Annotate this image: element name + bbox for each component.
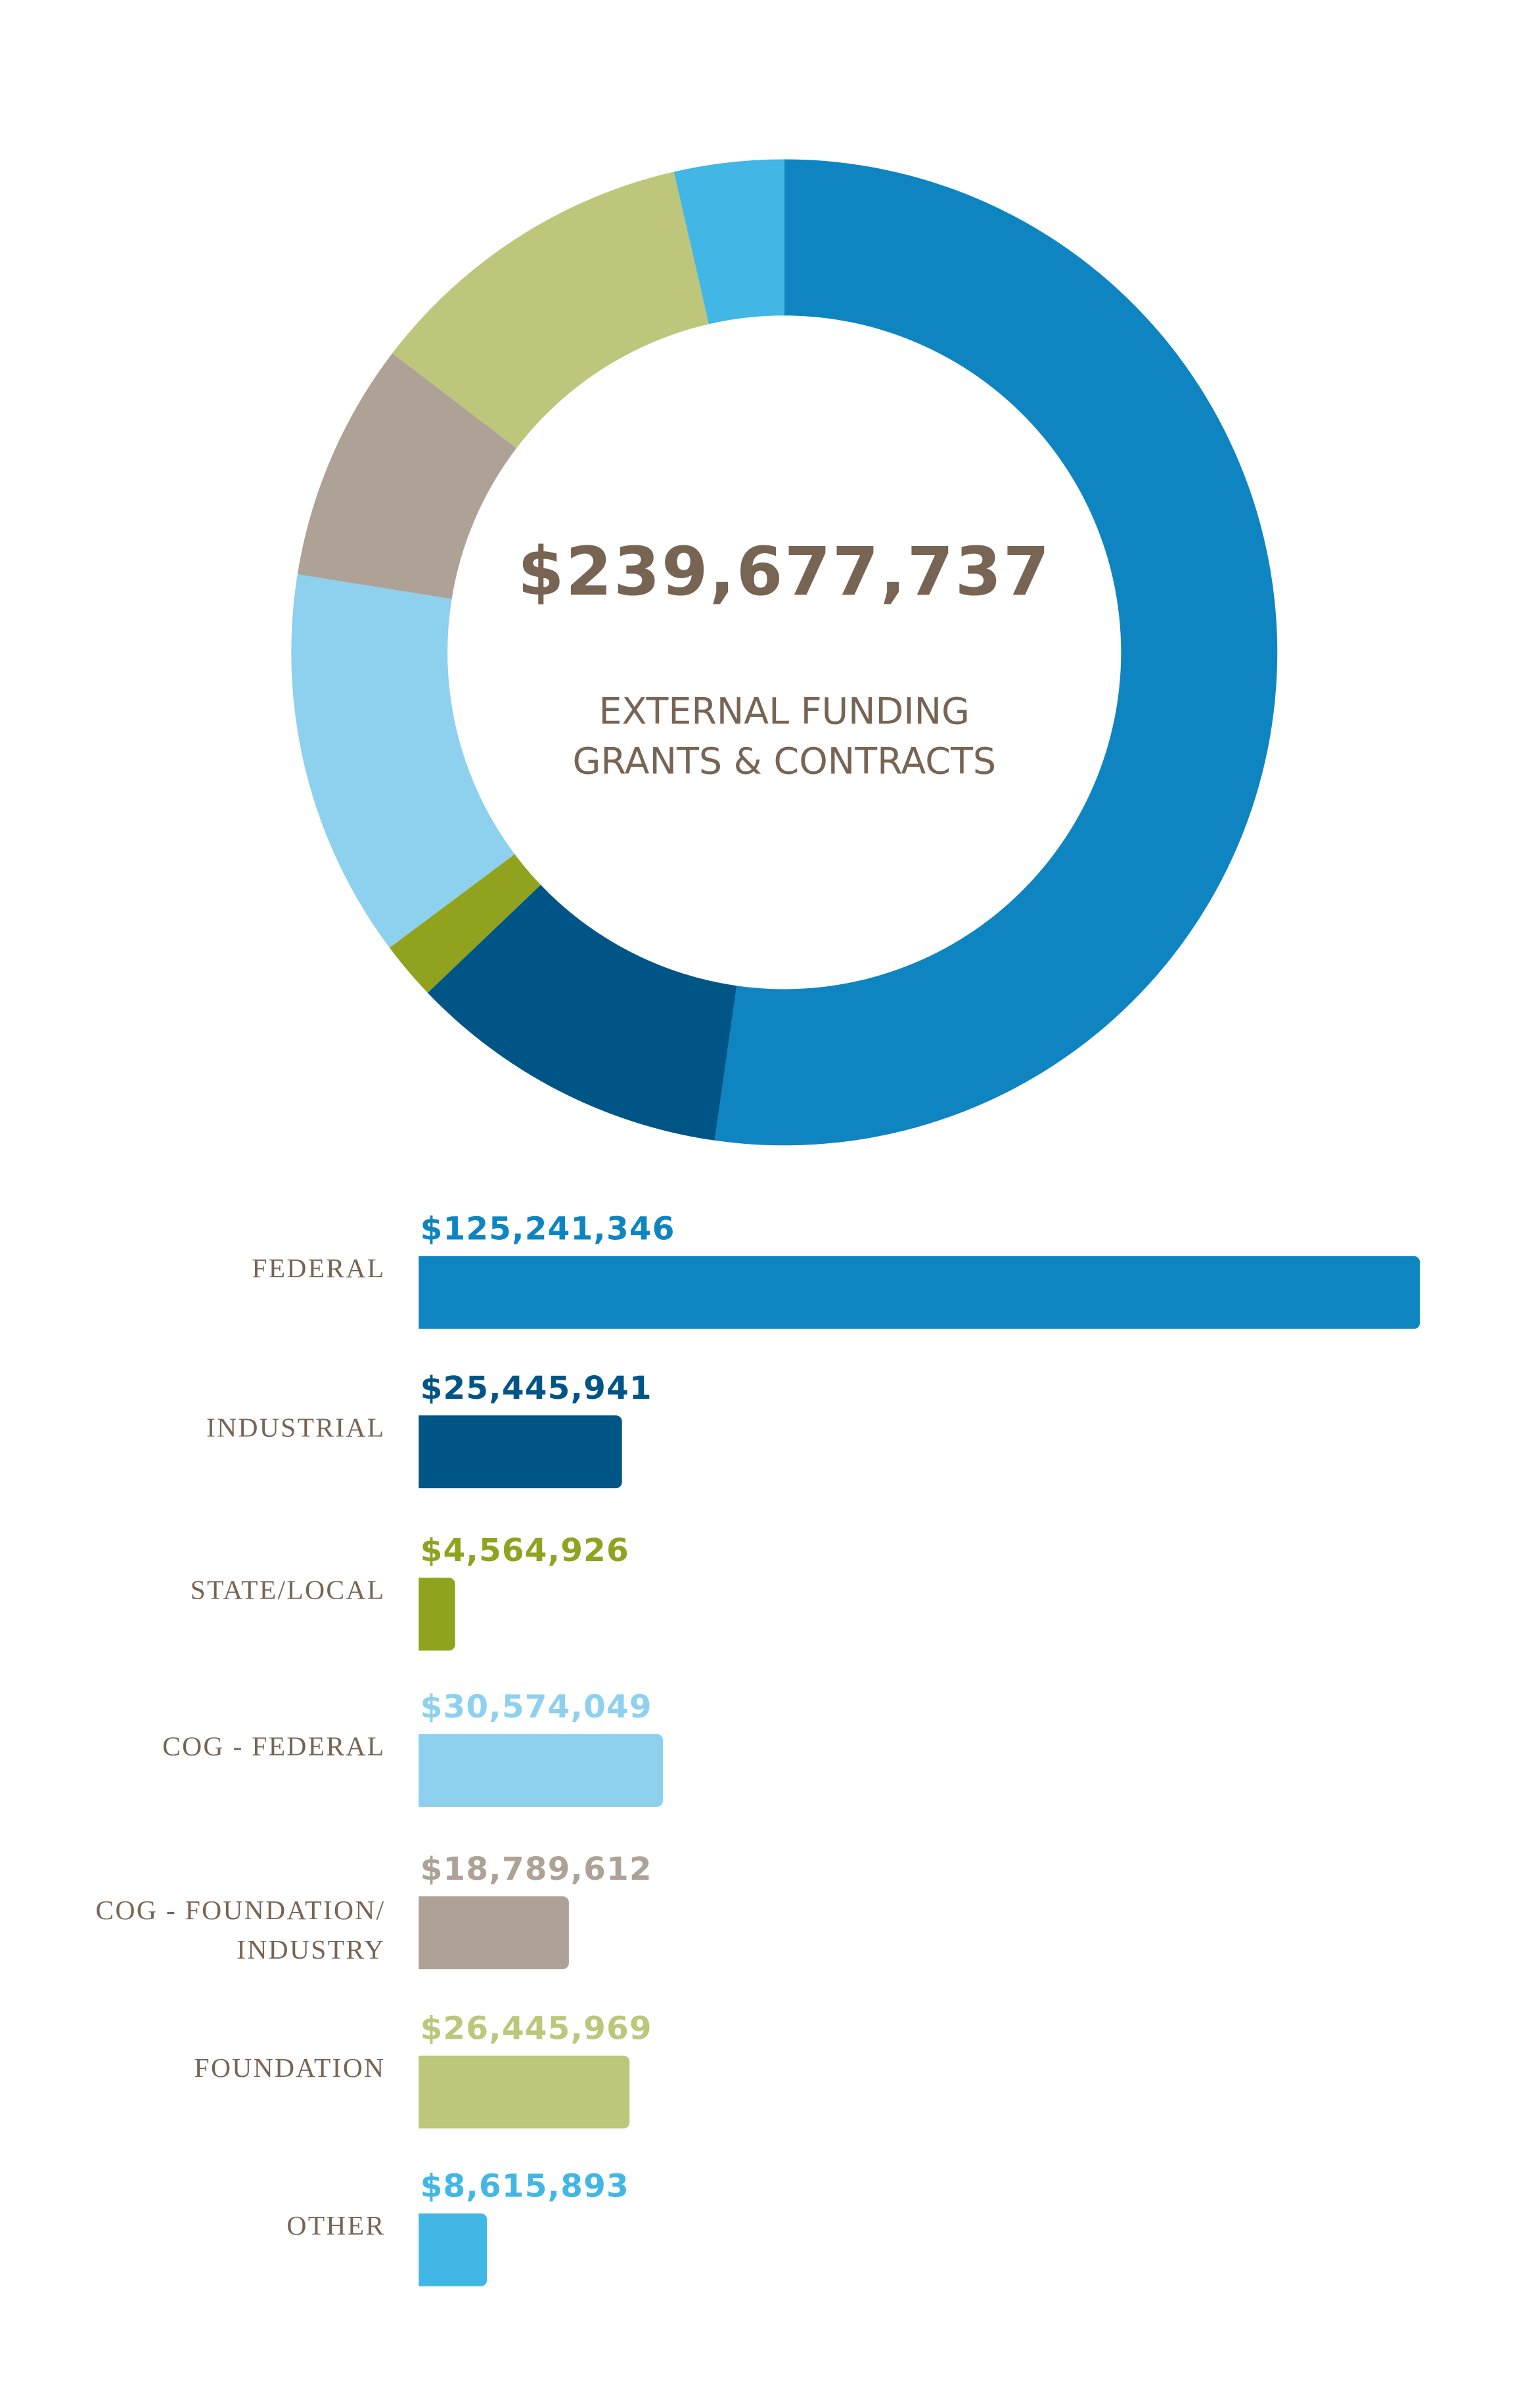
bar-category-label-foundation: FOUNDATION xyxy=(194,2053,386,2083)
bar-category-label-line2: INDUSTRY xyxy=(237,1934,386,1965)
bar-category-label-federal: FEDERAL xyxy=(252,1253,386,1284)
donut-slice-other xyxy=(673,159,784,325)
donut-slice-federal xyxy=(714,159,1278,1146)
donut-subtitle-line1: EXTERNAL FUNDING xyxy=(599,690,970,733)
donut-slice-cog-federal xyxy=(291,574,515,948)
donut-slice-state-local xyxy=(389,853,541,993)
bar-value-label-foundation: $26,445,969 xyxy=(420,2010,652,2047)
donut-subtitle-line2: GRANTS & CONTRACTS xyxy=(572,740,997,783)
bar-industrial xyxy=(419,1415,622,1489)
donut-slice-cog-foundation-industry xyxy=(297,353,517,599)
donut-total: $239,677,737 xyxy=(517,534,1051,612)
bar-value-label-federal: $125,241,346 xyxy=(420,1210,675,1247)
bar-value-label-cog-foundation: $18,789,612 xyxy=(420,1850,652,1888)
bar-value-label-cog-federal: $30,574,049 xyxy=(420,1688,652,1725)
donut-slice-industrial xyxy=(427,884,737,1141)
bar-cog-foundation xyxy=(419,1896,569,1970)
bar-category-label-state-local: STATE/LOCAL xyxy=(190,1574,386,1605)
bar-value-label-other: $8,615,893 xyxy=(420,2168,629,2204)
bar-value-label-industrial: $25,445,941 xyxy=(420,1370,652,1407)
bar-foundation xyxy=(419,2055,631,2129)
bar-cog-federal xyxy=(419,1734,664,1807)
bar-value-label-state-local: $4,564,926 xyxy=(420,1532,629,1569)
bar-federal xyxy=(419,1256,1420,1329)
bar-category-label-line1: COG - FOUNDATION/ xyxy=(95,1894,386,1926)
bar-category-label-other: OTHER xyxy=(286,2210,386,2241)
bar-category-label-cog-federal: COG - FEDERAL xyxy=(162,1731,386,1761)
bar-other xyxy=(419,2213,488,2286)
bar-category-label-industrial: INDUSTRIAL xyxy=(206,1412,386,1443)
bar-state-local xyxy=(419,1578,455,1651)
donut-chart xyxy=(291,159,1278,1146)
donut-slice-foundation xyxy=(392,171,709,448)
bar-category-label-cog-foundation: COG - FOUNDATION/INDUSTRY xyxy=(95,1890,385,1969)
